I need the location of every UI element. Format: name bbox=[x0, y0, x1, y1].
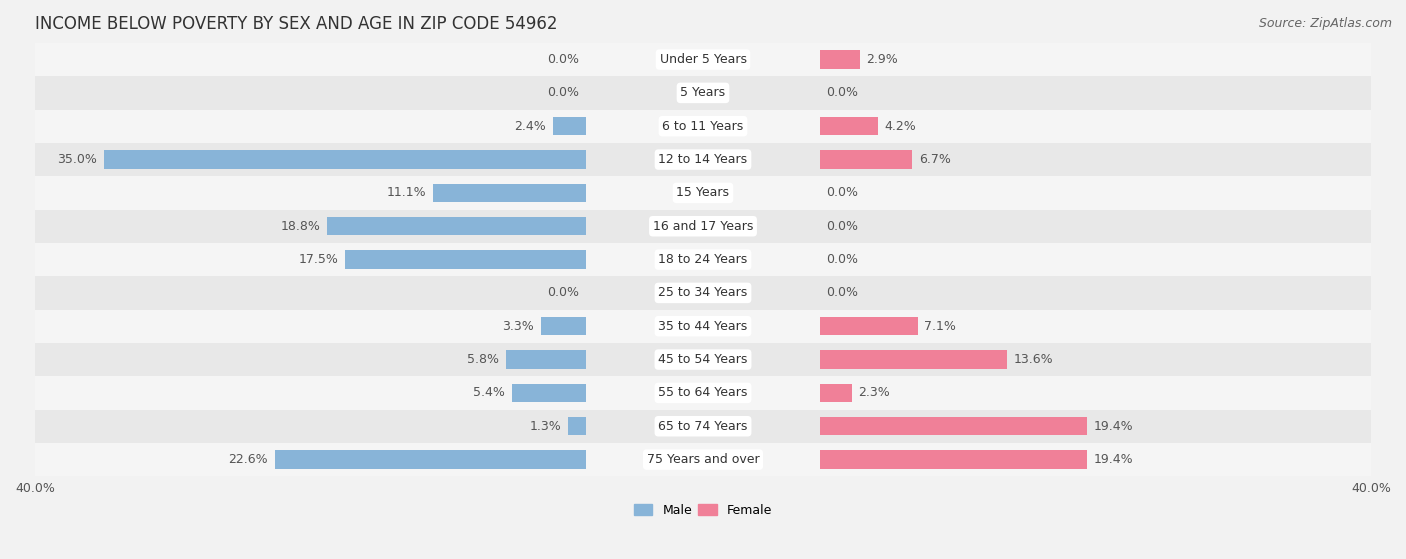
Text: 3.3%: 3.3% bbox=[502, 320, 534, 333]
Text: 7.1%: 7.1% bbox=[924, 320, 956, 333]
Bar bbox=[35, 243, 1371, 276]
Bar bbox=[512, 383, 586, 402]
Text: 16 and 17 Years: 16 and 17 Years bbox=[652, 220, 754, 233]
Bar bbox=[820, 451, 1087, 469]
Text: 2.4%: 2.4% bbox=[515, 120, 547, 132]
Text: 0.0%: 0.0% bbox=[827, 253, 859, 266]
Bar bbox=[35, 310, 1371, 343]
Text: 6 to 11 Years: 6 to 11 Years bbox=[662, 120, 744, 132]
Bar bbox=[104, 150, 586, 169]
Bar bbox=[820, 117, 877, 135]
Bar bbox=[568, 417, 586, 435]
Text: 18.8%: 18.8% bbox=[280, 220, 321, 233]
Bar bbox=[35, 276, 1371, 310]
Text: 12 to 14 Years: 12 to 14 Years bbox=[658, 153, 748, 166]
Text: 11.1%: 11.1% bbox=[387, 186, 426, 200]
Text: 35 to 44 Years: 35 to 44 Years bbox=[658, 320, 748, 333]
Bar bbox=[35, 143, 1371, 176]
Text: 0.0%: 0.0% bbox=[827, 286, 859, 300]
Bar bbox=[35, 76, 1371, 110]
Bar bbox=[35, 410, 1371, 443]
Bar bbox=[820, 383, 852, 402]
Bar bbox=[506, 350, 586, 369]
Text: 0.0%: 0.0% bbox=[827, 220, 859, 233]
Bar bbox=[35, 210, 1371, 243]
Text: Source: ZipAtlas.com: Source: ZipAtlas.com bbox=[1258, 17, 1392, 30]
Text: 65 to 74 Years: 65 to 74 Years bbox=[658, 420, 748, 433]
Bar bbox=[820, 50, 860, 69]
Text: 45 to 54 Years: 45 to 54 Years bbox=[658, 353, 748, 366]
Text: 75 Years and over: 75 Years and over bbox=[647, 453, 759, 466]
Bar bbox=[274, 451, 586, 469]
Text: 6.7%: 6.7% bbox=[920, 153, 950, 166]
Text: 0.0%: 0.0% bbox=[547, 286, 579, 300]
Text: 55 to 64 Years: 55 to 64 Years bbox=[658, 386, 748, 399]
Bar bbox=[35, 376, 1371, 410]
Text: 19.4%: 19.4% bbox=[1094, 420, 1133, 433]
Text: INCOME BELOW POVERTY BY SEX AND AGE IN ZIP CODE 54962: INCOME BELOW POVERTY BY SEX AND AGE IN Z… bbox=[35, 15, 557, 33]
Text: Under 5 Years: Under 5 Years bbox=[659, 53, 747, 66]
Text: 2.3%: 2.3% bbox=[858, 386, 890, 399]
Legend: Male, Female: Male, Female bbox=[628, 499, 778, 522]
Text: 13.6%: 13.6% bbox=[1014, 353, 1053, 366]
Bar bbox=[820, 350, 1007, 369]
Bar bbox=[820, 317, 918, 335]
Text: 15 Years: 15 Years bbox=[676, 186, 730, 200]
Text: 5 Years: 5 Years bbox=[681, 87, 725, 100]
Text: 5.4%: 5.4% bbox=[474, 386, 505, 399]
Bar bbox=[820, 150, 912, 169]
Text: 4.2%: 4.2% bbox=[884, 120, 917, 132]
Text: 0.0%: 0.0% bbox=[547, 87, 579, 100]
Text: 18 to 24 Years: 18 to 24 Years bbox=[658, 253, 748, 266]
Bar bbox=[35, 176, 1371, 210]
Bar bbox=[820, 417, 1087, 435]
Bar bbox=[35, 110, 1371, 143]
Text: 17.5%: 17.5% bbox=[298, 253, 339, 266]
Bar bbox=[328, 217, 586, 235]
Bar bbox=[35, 43, 1371, 76]
Text: 5.8%: 5.8% bbox=[467, 353, 499, 366]
Bar bbox=[344, 250, 586, 269]
Text: 2.9%: 2.9% bbox=[866, 53, 898, 66]
Text: 22.6%: 22.6% bbox=[228, 453, 269, 466]
Bar bbox=[553, 117, 586, 135]
Bar bbox=[35, 343, 1371, 376]
Text: 0.0%: 0.0% bbox=[547, 53, 579, 66]
Text: 1.3%: 1.3% bbox=[530, 420, 561, 433]
Text: 25 to 34 Years: 25 to 34 Years bbox=[658, 286, 748, 300]
Bar bbox=[35, 443, 1371, 476]
Text: 19.4%: 19.4% bbox=[1094, 453, 1133, 466]
Text: 0.0%: 0.0% bbox=[827, 186, 859, 200]
Text: 0.0%: 0.0% bbox=[827, 87, 859, 100]
Bar bbox=[433, 184, 586, 202]
Text: 35.0%: 35.0% bbox=[58, 153, 97, 166]
Bar bbox=[541, 317, 586, 335]
